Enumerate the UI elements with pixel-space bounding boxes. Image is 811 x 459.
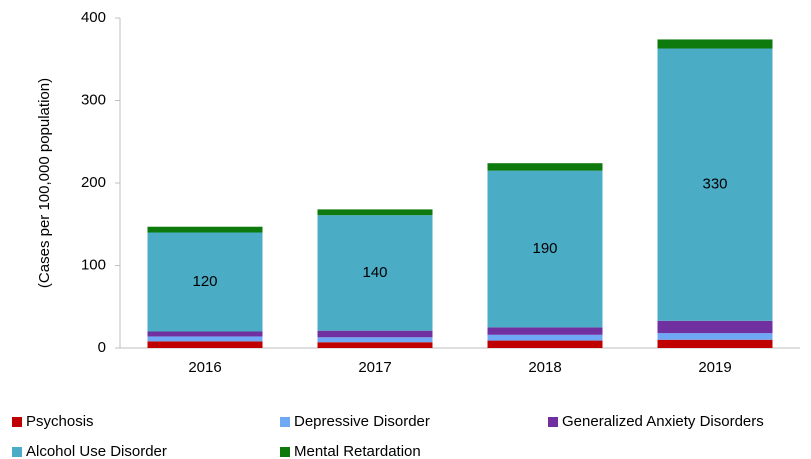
legend-label: Mental Retardation	[294, 443, 421, 459]
y-tick-label: 100	[81, 256, 106, 273]
y-tick-label: 300	[81, 91, 106, 108]
legend-swatch	[12, 447, 22, 457]
bar-segment	[657, 39, 773, 49]
y-tick-label: 200	[81, 174, 106, 191]
bar-segment	[317, 337, 433, 343]
bar-segment	[487, 170, 603, 328]
bar-segment	[487, 334, 603, 341]
bar-segment	[147, 336, 263, 342]
bar-segment	[147, 341, 263, 348]
x-tick-label: 2016	[188, 359, 221, 376]
bar-segment	[147, 232, 263, 332]
y-tick-label: 0	[98, 339, 106, 356]
bar-segment	[317, 215, 433, 331]
legend-swatch	[280, 417, 290, 427]
x-tick-label: 2017	[358, 359, 391, 376]
bar-segment	[657, 48, 773, 321]
data-label: 140	[362, 264, 387, 281]
bar-segment	[317, 342, 433, 348]
data-label: 330	[702, 176, 727, 193]
bar-segment	[657, 339, 773, 348]
legend-swatch	[12, 417, 22, 427]
bar-segment	[657, 333, 773, 340]
bar-segment	[317, 330, 433, 338]
bar-segment	[487, 340, 603, 348]
y-tick-label: 400	[81, 9, 106, 26]
legend-label: Alcohol Use Disorder	[26, 443, 167, 459]
legend-swatch	[548, 417, 558, 427]
x-tick-label: 2018	[528, 359, 561, 376]
bar-segment	[147, 226, 263, 233]
legend-label: Generalized Anxiety Disorders	[562, 413, 764, 430]
legend-label: Depressive Disorder	[294, 413, 430, 430]
data-label: 120	[192, 273, 217, 290]
bar-segment	[487, 327, 603, 335]
bar-segment	[487, 163, 603, 171]
x-tick-label: 2019	[698, 359, 731, 376]
legend-label: Psychosis	[26, 413, 94, 430]
data-label: 190	[532, 240, 557, 257]
legend-swatch	[280, 447, 290, 457]
bar-segment	[657, 320, 773, 334]
bar-segment	[317, 209, 433, 216]
y-axis-label: (Cases per 100,000 population)	[36, 78, 53, 288]
bar-segment	[147, 331, 263, 337]
